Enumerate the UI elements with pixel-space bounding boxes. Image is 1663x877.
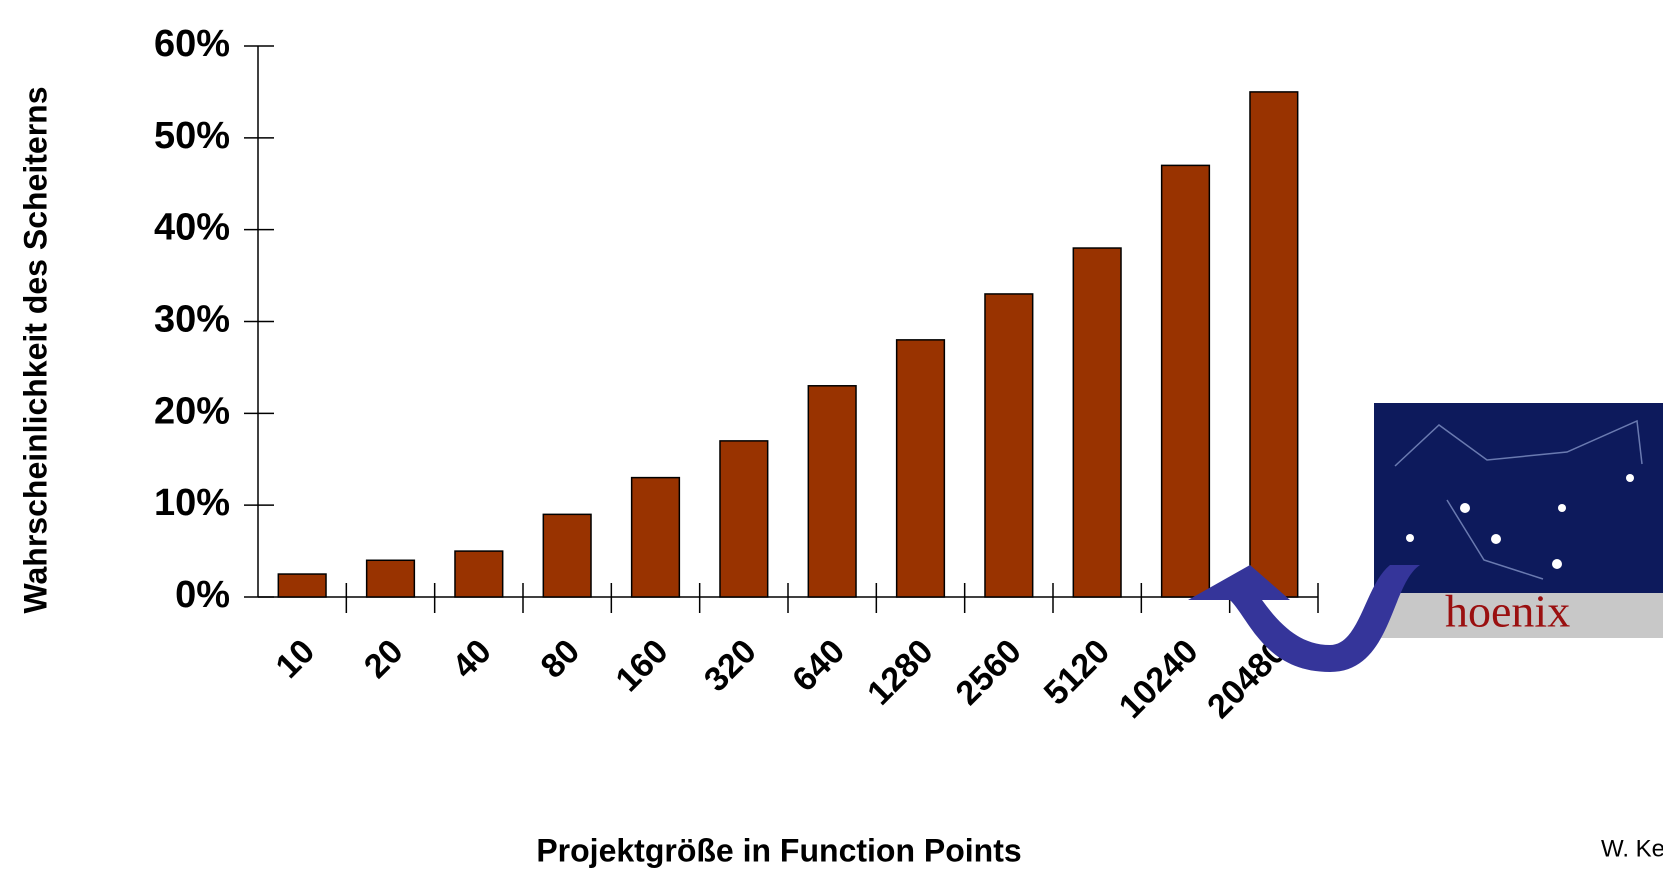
bar	[720, 441, 768, 597]
bar	[455, 551, 503, 597]
x-tick-label: 80	[534, 632, 588, 686]
x-axis-title: Projektgröße in Function Points	[536, 832, 1021, 868]
logo-star	[1491, 534, 1501, 544]
logo-star	[1406, 534, 1414, 542]
x-tick-label: 1280	[860, 632, 940, 712]
x-tick-label: 5120	[1037, 632, 1117, 712]
x-tick-label: 2560	[948, 632, 1028, 712]
x-tick-label: 20	[357, 632, 411, 686]
logo-star	[1552, 559, 1562, 569]
x-tick-label: 640	[785, 632, 852, 699]
y-tick-label: 20%	[154, 390, 230, 432]
bar	[1162, 165, 1210, 597]
arrow	[1188, 565, 1420, 672]
page: Wahrscheinlichkeit des Scheiterns Projek…	[0, 0, 1663, 877]
x-tick-label: 10	[269, 632, 323, 686]
bar	[1250, 92, 1298, 597]
y-tick-label: 40%	[154, 207, 230, 249]
x-tick-label: 40	[445, 632, 499, 686]
bar	[1073, 248, 1121, 597]
logo-text: hoenix	[1445, 586, 1570, 637]
bar	[985, 294, 1033, 597]
logo-star	[1626, 474, 1634, 482]
y-tick-label: 10%	[154, 482, 230, 524]
y-axis-title: Wahrscheinlichkeit des Scheiterns	[17, 87, 53, 614]
bar	[278, 574, 326, 597]
chart: Wahrscheinlichkeit des Scheiterns Projek…	[0, 0, 1663, 877]
logo-sky	[1374, 403, 1663, 593]
footer: W. Kel	[1601, 835, 1663, 862]
bar	[367, 560, 415, 597]
logo-star	[1460, 503, 1470, 513]
y-tick-label: 50%	[154, 115, 230, 157]
bar	[897, 340, 945, 597]
bar	[543, 514, 591, 597]
logo-star	[1558, 504, 1566, 512]
x-tick-label: 160	[609, 632, 676, 699]
y-tick-label: 0%	[175, 574, 230, 616]
y-tick-label: 60%	[154, 23, 230, 65]
bar	[808, 386, 856, 597]
x-tick-label: 10240	[1112, 632, 1206, 726]
y-tick-label: 30%	[154, 299, 230, 341]
bar	[632, 478, 680, 597]
x-tick-label: 320	[697, 632, 764, 699]
